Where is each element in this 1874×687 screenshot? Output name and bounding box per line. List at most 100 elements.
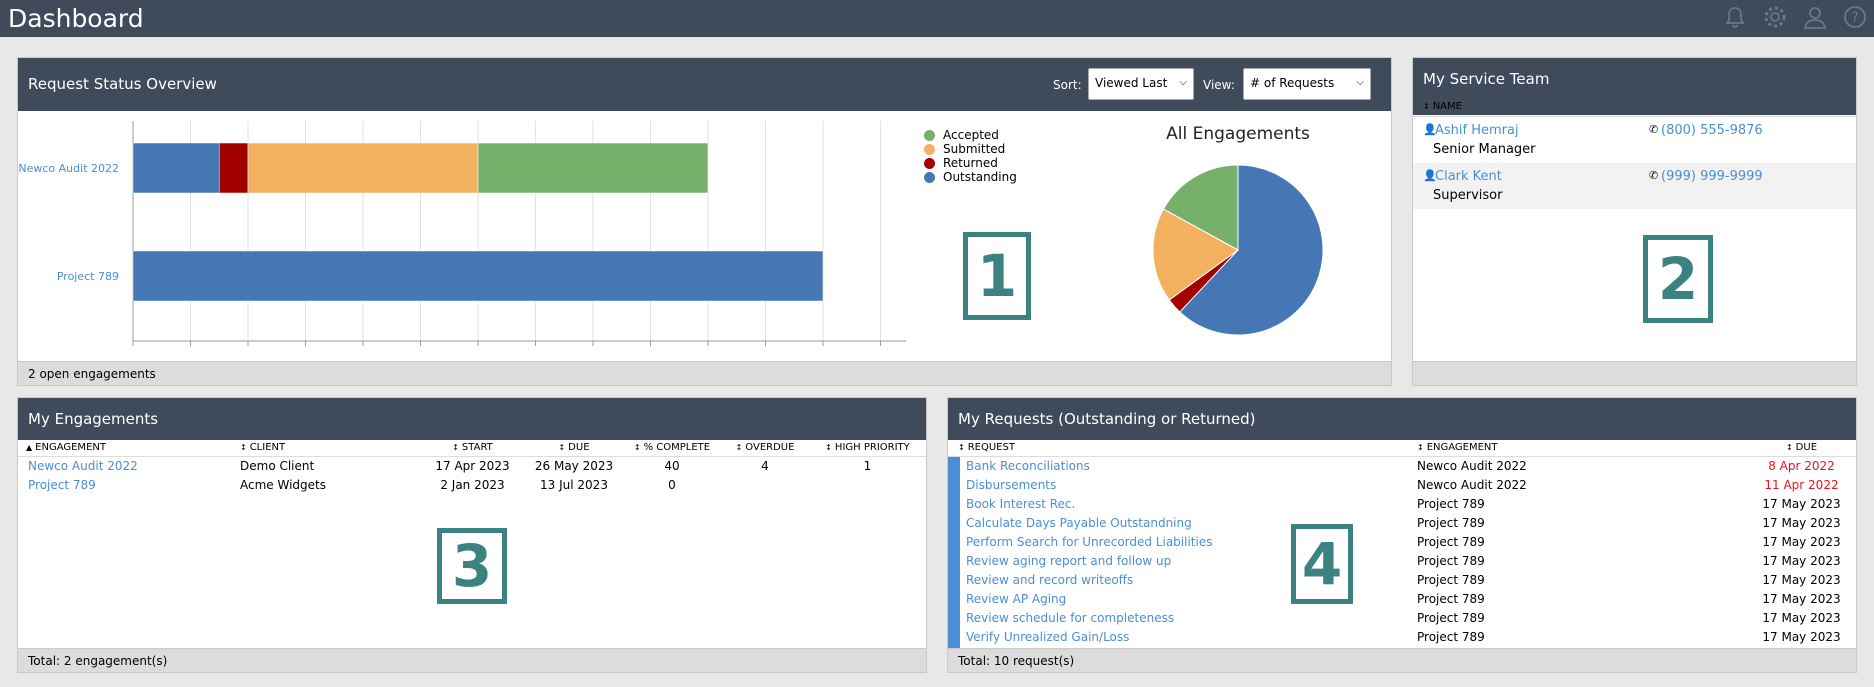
engagement-link[interactable]: Project 789	[28, 477, 96, 492]
table-row: Review and record writeoffs Project 789 17…	[948, 570, 1856, 589]
panel-header: My Requests (Outstanding or Returned)	[948, 398, 1856, 440]
complete-cell: 40	[664, 458, 680, 473]
column-complete[interactable]: ↕% COMPLETE	[623, 440, 721, 457]
table-row: Perform Search for Unrecorded Liabilitie…	[948, 532, 1856, 551]
request-link[interactable]: Review and record writeoffs	[966, 572, 1134, 587]
category-label[interactable]: Project 789	[57, 270, 119, 283]
request-link[interactable]: Perform Search for Unrecorded Liabilitie…	[966, 534, 1213, 549]
bar-segment-accepted	[477, 142, 709, 194]
panel-title: My Engagements	[28, 410, 159, 428]
callout-number: 3	[437, 528, 507, 604]
table-row: Calculate Days Payable Outstandning Proje…	[948, 513, 1856, 532]
view-label: View:	[1203, 78, 1235, 92]
due-cell: 11 Apr 2022	[1764, 477, 1839, 492]
member-name-link[interactable]: Ashif Hemraj	[1435, 123, 1519, 138]
member-role: Supervisor	[1433, 188, 1503, 203]
sort-icon: ↕	[735, 443, 743, 453]
legend-label: Submitted	[943, 142, 1006, 156]
request-link[interactable]: Verify Unrealized Gain/Loss	[966, 629, 1130, 644]
view-select[interactable]: # of Requests ⌵	[1243, 68, 1371, 100]
request-link[interactable]: Review AP Aging	[966, 591, 1067, 606]
table-row: Newco Audit 2022 Demo Client 17 Apr 2023…	[18, 456, 926, 475]
column-start[interactable]: ↕ START	[420, 440, 525, 457]
column-high-priority[interactable]: ↕ HIGH PRIORITY	[809, 440, 926, 457]
gear-icon[interactable]	[1762, 4, 1788, 30]
top-bar-icons: ?	[1722, 4, 1868, 30]
pie-slice-outstanding	[1179, 164, 1324, 336]
member-name-link[interactable]: Clark Kent	[1435, 169, 1502, 184]
requests-table: ↕ REQUEST ↕ ENGAGEMENT ↕ DUE Bank Reconcili…	[948, 440, 1856, 646]
due-cell: 17 May 2023	[1762, 610, 1841, 625]
top-bar: Dashboard ?	[0, 0, 1874, 37]
engagement-cell: Newco Audit 2022	[1417, 477, 1527, 492]
accepted-swatch	[924, 129, 935, 141]
engagement-cell: Project 789	[1417, 629, 1485, 644]
sort-icon: ↕	[958, 443, 965, 453]
engagement-cell: Newco Audit 2022	[1417, 458, 1527, 473]
table-row: Review AP Aging Project 789 17 May 2023	[948, 589, 1856, 608]
sort-icon: ↕	[1423, 102, 1430, 111]
returned-swatch	[924, 157, 935, 169]
request-link[interactable]: Bank Reconciliations	[966, 458, 1090, 473]
request-link[interactable]: Disbursements	[966, 477, 1057, 492]
due-cell: 17 May 2023	[1762, 572, 1841, 587]
requests-panel: My Requests (Outstanding or Returned) ↕ R…	[947, 397, 1857, 673]
sort-icon: ↕	[558, 443, 566, 453]
engagements-pie-chart: All Engagements	[1152, 124, 1324, 336]
sort-label: Sort:	[1053, 78, 1082, 92]
user-icon[interactable]	[1802, 4, 1828, 30]
column-engagement[interactable]: ↕ ENGAGEMENT	[1417, 440, 1747, 457]
request-link[interactable]: Book Interest Rec.	[966, 496, 1076, 511]
member-phone-link[interactable]: (999) 999-9999	[1661, 169, 1763, 184]
legend-label: Returned	[943, 156, 998, 170]
engagement-link[interactable]: Newco Audit 2022	[28, 458, 138, 473]
engagement-cell: Project 789	[1417, 496, 1485, 511]
due-cell: 17 May 2023	[1762, 591, 1841, 606]
due-cell: 17 May 2023	[1762, 629, 1841, 644]
engagement-cell: Project 789	[1417, 572, 1485, 587]
callout-number: 1	[963, 232, 1031, 320]
sort-icon: ↕	[1417, 443, 1424, 453]
request-status-strip	[948, 457, 960, 648]
panel-footer	[1413, 361, 1856, 385]
panel-header: Request Status Overview Sort: Viewed Las…	[18, 58, 1391, 111]
request-status-panel: Request Status Overview Sort: Viewed Las…	[17, 57, 1392, 386]
legend-item-outstanding: Outstanding	[924, 170, 1017, 184]
column-request[interactable]: ↕ REQUEST	[948, 440, 1417, 457]
legend-item-submitted: Submitted	[924, 142, 1017, 156]
bar-segment-returned	[218, 142, 249, 194]
due-cell: 8 Apr 2022	[1768, 458, 1835, 473]
category-label[interactable]: Newco Audit 2022	[18, 162, 119, 175]
bell-icon[interactable]	[1722, 4, 1748, 30]
due-cell: 17 May 2023	[1762, 515, 1841, 530]
panel-header: My Service Team	[1413, 58, 1856, 115]
sort-icon: ↕	[452, 443, 459, 453]
request-link[interactable]: Review schedule for completeness	[966, 610, 1175, 625]
engagement-cell: Project 789	[1417, 534, 1485, 549]
due-cell: 17 May 2023	[1762, 534, 1841, 549]
chevron-down-icon: ⌵	[1179, 77, 1187, 88]
column-client[interactable]: ↕ CLIENT	[240, 440, 420, 457]
column-overdue[interactable]: ↕ OVERDUE	[721, 440, 809, 457]
request-link[interactable]: Review aging report and follow up	[966, 553, 1172, 568]
name-column-header[interactable]: ↕ NAME	[1423, 101, 1462, 112]
legend-label: Outstanding	[943, 170, 1017, 184]
member-phone-link[interactable]: (800) 555-9876	[1661, 123, 1763, 138]
pie-slice-submitted	[1152, 208, 1239, 301]
engagement-cell: Project 789	[1417, 553, 1485, 568]
sort-select[interactable]: Viewed Last ⌵	[1088, 68, 1194, 100]
status-bar-chart: Newco Audit 2022 Project 789	[18, 121, 906, 346]
pie-slice-accepted	[1162, 164, 1239, 251]
column-due[interactable]: ↕ DUE	[525, 440, 623, 457]
request-link[interactable]: Calculate Days Payable Outstandning	[966, 515, 1192, 530]
table-row: Disbursements Newco Audit 2022 11 Apr 2022	[948, 475, 1856, 494]
sort-icon: ↕	[633, 443, 641, 453]
column-due[interactable]: ↕ DUE	[1747, 440, 1856, 457]
table-row: Review aging report and follow up Project…	[948, 551, 1856, 570]
column-engagement[interactable]: ▲ ENGAGEMENT	[18, 440, 240, 457]
help-icon[interactable]: ?	[1842, 4, 1868, 30]
engagement-cell: Project 789	[1417, 610, 1485, 625]
legend-item-returned: Returned	[924, 156, 1017, 170]
bar-segment-submitted	[247, 142, 479, 194]
table-row: Review schedule for completeness Project …	[948, 608, 1856, 627]
